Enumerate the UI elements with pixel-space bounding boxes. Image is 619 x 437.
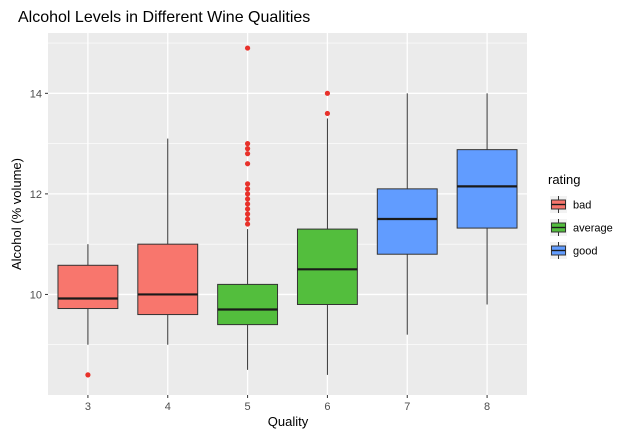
- box-body: [376, 188, 438, 255]
- legend-entry-average: average: [550, 219, 613, 236]
- x-tick-label: 6: [324, 401, 330, 413]
- outlier-point: [244, 206, 251, 212]
- outlier-point: [244, 211, 251, 217]
- box-body: [137, 243, 199, 316]
- box-quality-7: [376, 93, 438, 335]
- outlier-point: [244, 221, 251, 227]
- box-body: [217, 283, 279, 326]
- x-axis-ticks: 3 4 5 6 7 8: [85, 395, 490, 413]
- x-tick-label: 4: [165, 401, 171, 413]
- outlier-point: [324, 110, 331, 117]
- outlier-point: [244, 216, 251, 222]
- box-body: [296, 228, 358, 305]
- x-tick-label: 7: [404, 401, 410, 413]
- box-quality-5: [217, 45, 279, 370]
- legend: rating bad average good: [548, 172, 613, 259]
- outlier-point: [244, 151, 251, 157]
- x-tick-label: 3: [85, 401, 91, 413]
- plot-panel: [48, 33, 527, 395]
- box-body: [456, 149, 518, 229]
- legend-entry-bad: bad: [550, 196, 591, 213]
- y-tick-label: 12: [30, 189, 42, 201]
- box-quality-3: [57, 244, 119, 378]
- outlier-point: [244, 181, 251, 187]
- box-body: [57, 264, 119, 310]
- outlier-point: [244, 45, 251, 51]
- y-axis-title: Alcohol (% volume): [9, 158, 24, 270]
- outlier-point: [85, 372, 91, 378]
- x-tick-label: 5: [245, 401, 251, 413]
- outlier-point: [324, 90, 331, 96]
- box-quality-8: [456, 93, 518, 305]
- legend-entry-good: good: [550, 242, 597, 259]
- legend-label: average: [573, 223, 613, 235]
- y-tick-label: 10: [30, 289, 42, 301]
- box-quality-6: [296, 90, 358, 375]
- boxplots: [57, 45, 518, 378]
- outlier-point: [244, 191, 251, 197]
- legend-label: good: [573, 246, 597, 258]
- x-tick-label: 8: [484, 401, 490, 413]
- x-axis-title: Quality: [268, 414, 309, 429]
- outlier-point: [244, 196, 251, 202]
- legend-label: bad: [573, 200, 591, 212]
- y-axis-ticks: 10 12 14: [30, 88, 48, 301]
- outlier-point: [244, 186, 251, 192]
- chart-title: Alcohol Levels in Different Wine Qualiti…: [18, 9, 310, 26]
- outlier-point: [244, 146, 251, 152]
- box-quality-4: [137, 138, 199, 345]
- legend-title: rating: [548, 172, 581, 187]
- outlier-point: [244, 141, 251, 147]
- y-tick-label: 14: [30, 88, 42, 100]
- outlier-point: [244, 201, 251, 207]
- outlier-point: [244, 161, 251, 167]
